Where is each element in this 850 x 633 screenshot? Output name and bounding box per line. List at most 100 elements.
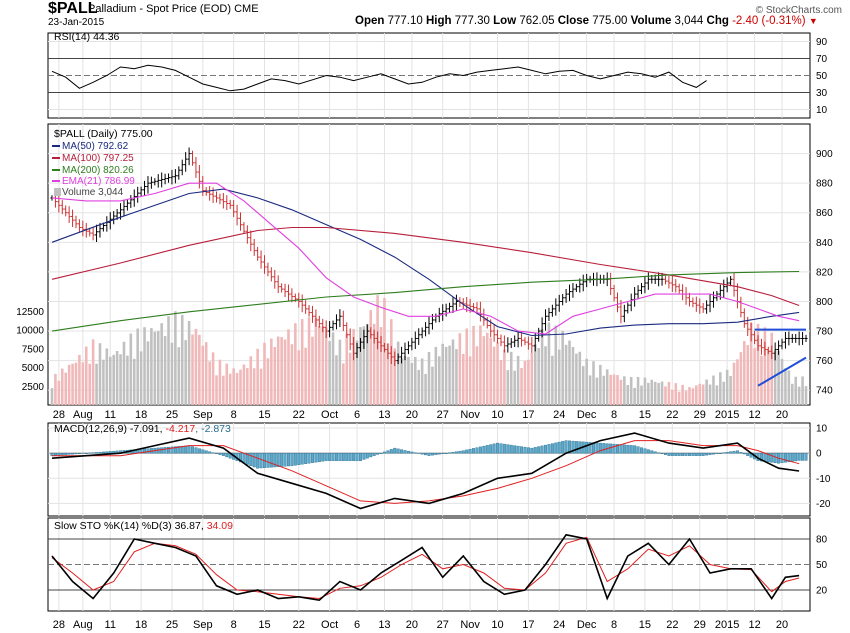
volume-bar <box>537 348 540 405</box>
volume-bar <box>753 348 756 405</box>
volume-bar <box>259 368 263 405</box>
macd-histogram-bar <box>297 452 301 465</box>
macd-histogram-bar <box>300 452 304 465</box>
volume-bar <box>252 368 256 405</box>
stochastic-legend: Slow STO %K(14) %D(3) 36.87, 34.09 <box>54 520 233 532</box>
x-tick-label: 18 <box>135 409 147 421</box>
volume-bar <box>595 377 599 405</box>
volume-bar <box>270 338 273 405</box>
volume-bar <box>112 354 115 405</box>
volume-bar <box>557 349 561 405</box>
volume-bar <box>345 333 349 405</box>
volume-bar <box>88 363 91 405</box>
macd-histogram-bar <box>71 452 75 455</box>
macd-histogram-bar <box>677 452 681 456</box>
macd-histogram-bar <box>646 449 650 454</box>
macd-histogram-bar <box>687 452 691 456</box>
volume-tick-label: 12500 <box>16 307 44 318</box>
volume-bar <box>801 376 804 405</box>
macd-histogram-bar <box>718 452 722 454</box>
ma100-line <box>51 226 800 307</box>
volume-value: 3,044 <box>674 15 704 27</box>
volume-bar <box>599 364 602 405</box>
x-tick-label: 22 <box>293 619 305 631</box>
volume-bar <box>767 350 770 405</box>
macd-histogram-bar <box>57 452 61 456</box>
volume-bar <box>225 363 229 405</box>
macd-histogram-bar <box>557 441 561 454</box>
macd-histogram-bar <box>372 452 376 456</box>
volume-bar <box>794 376 798 405</box>
macd-histogram-bar <box>77 452 81 454</box>
volume-bar <box>605 369 609 405</box>
macd-histogram-bar <box>804 452 808 461</box>
volume-bar <box>273 346 277 405</box>
chg-label: Chg <box>706 15 729 27</box>
volume-bar <box>307 317 311 405</box>
volume-bar <box>84 346 88 405</box>
volume-bar <box>602 375 606 405</box>
instrument-name: Palladium - Spot Price (EOD) <box>88 3 232 15</box>
volume-bar <box>787 370 791 405</box>
volume-bar <box>797 386 801 405</box>
macd-histogram-bar <box>95 452 99 454</box>
macd-histogram-bar <box>598 442 602 454</box>
macd-histogram-bar <box>304 452 308 464</box>
y-tick-label: 50 <box>816 71 828 82</box>
macd-histogram-bar <box>403 450 407 454</box>
volume-bar <box>95 363 98 405</box>
volume-bar <box>773 350 777 405</box>
volume-bar <box>568 340 571 405</box>
volume-bar <box>777 350 780 405</box>
volume-bar <box>414 356 417 405</box>
volume-bar <box>119 354 122 405</box>
volume-bar <box>108 356 112 405</box>
macd-histogram-bar <box>643 448 647 454</box>
volume-bar <box>691 388 695 405</box>
y-tick-label: 800 <box>816 297 833 308</box>
macd-histogram-bar <box>376 452 380 455</box>
x-tick-label: 27 <box>437 619 449 631</box>
volume-bar <box>318 325 321 405</box>
macd-histogram-bar <box>307 452 311 464</box>
macd-histogram-bar <box>797 452 801 461</box>
volume-bar <box>643 377 647 405</box>
volume-bar <box>749 322 753 405</box>
x-tick-label: Dec <box>577 409 597 421</box>
x-tick-label: Aug <box>73 409 93 421</box>
macd-histogram-bar <box>502 443 506 454</box>
volume-bar <box>304 347 307 405</box>
macd-histogram-bar <box>406 450 410 454</box>
volume-bar <box>571 346 575 405</box>
volume-bar <box>513 370 516 405</box>
volume-bar <box>57 380 61 405</box>
volume-bar <box>393 348 397 405</box>
volume-bar <box>276 336 280 405</box>
macd-histogram-bar <box>482 445 486 454</box>
macd-histogram-bar <box>430 452 434 456</box>
macd-histogram-bar <box>434 452 438 455</box>
macd-histogram-bar <box>98 451 102 454</box>
volume-bar <box>396 341 400 405</box>
volume-label: Volume <box>630 15 672 27</box>
y-tick-label: 880 <box>816 179 833 190</box>
volume-bar <box>527 359 530 405</box>
macd-histogram-bar <box>636 446 640 454</box>
volume-bar <box>105 348 109 405</box>
macd-histogram-bar <box>91 452 95 454</box>
volume-bar <box>640 385 643 405</box>
macd-histogram-bar <box>496 442 500 454</box>
macd-histogram-bar <box>616 444 619 454</box>
macd-histogram-bar <box>420 452 424 455</box>
volume-bar <box>280 337 283 405</box>
x-tick-label: 24 <box>553 619 565 631</box>
macd-histogram-bar <box>441 452 445 454</box>
volume-bar <box>215 375 218 405</box>
volume-bar <box>695 385 698 405</box>
macd-histogram-bar <box>468 448 472 454</box>
volume-bar <box>198 334 201 405</box>
brand-label: © StockCharts.com <box>755 5 842 16</box>
x-tick-label: 18 <box>135 619 147 631</box>
volume-bar <box>455 349 458 405</box>
volume-tick-label: 10000 <box>16 326 44 337</box>
